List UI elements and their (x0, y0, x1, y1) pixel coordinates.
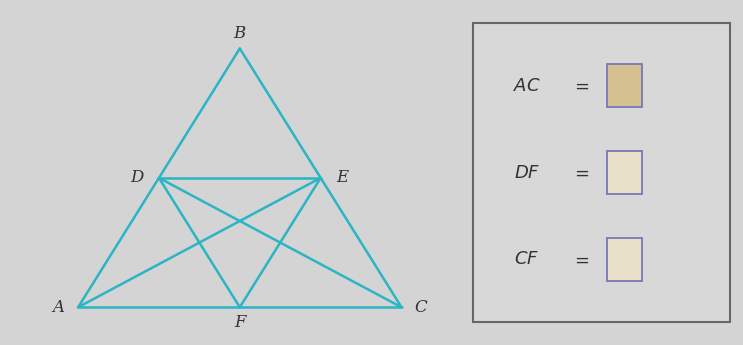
Text: $DF$: $DF$ (513, 164, 540, 181)
Text: F: F (234, 314, 245, 331)
FancyBboxPatch shape (473, 23, 730, 322)
Text: $CF$: $CF$ (514, 250, 539, 268)
Text: E: E (336, 169, 348, 186)
Text: $AC$: $AC$ (513, 77, 541, 95)
Text: D: D (131, 169, 144, 186)
Text: $=$: $=$ (571, 250, 590, 268)
Text: $=$: $=$ (571, 77, 590, 95)
Text: A: A (53, 299, 65, 316)
FancyBboxPatch shape (607, 151, 642, 194)
FancyBboxPatch shape (607, 64, 642, 107)
Text: B: B (234, 25, 246, 42)
FancyBboxPatch shape (607, 238, 642, 281)
Text: $=$: $=$ (571, 164, 590, 181)
Text: C: C (415, 299, 427, 316)
